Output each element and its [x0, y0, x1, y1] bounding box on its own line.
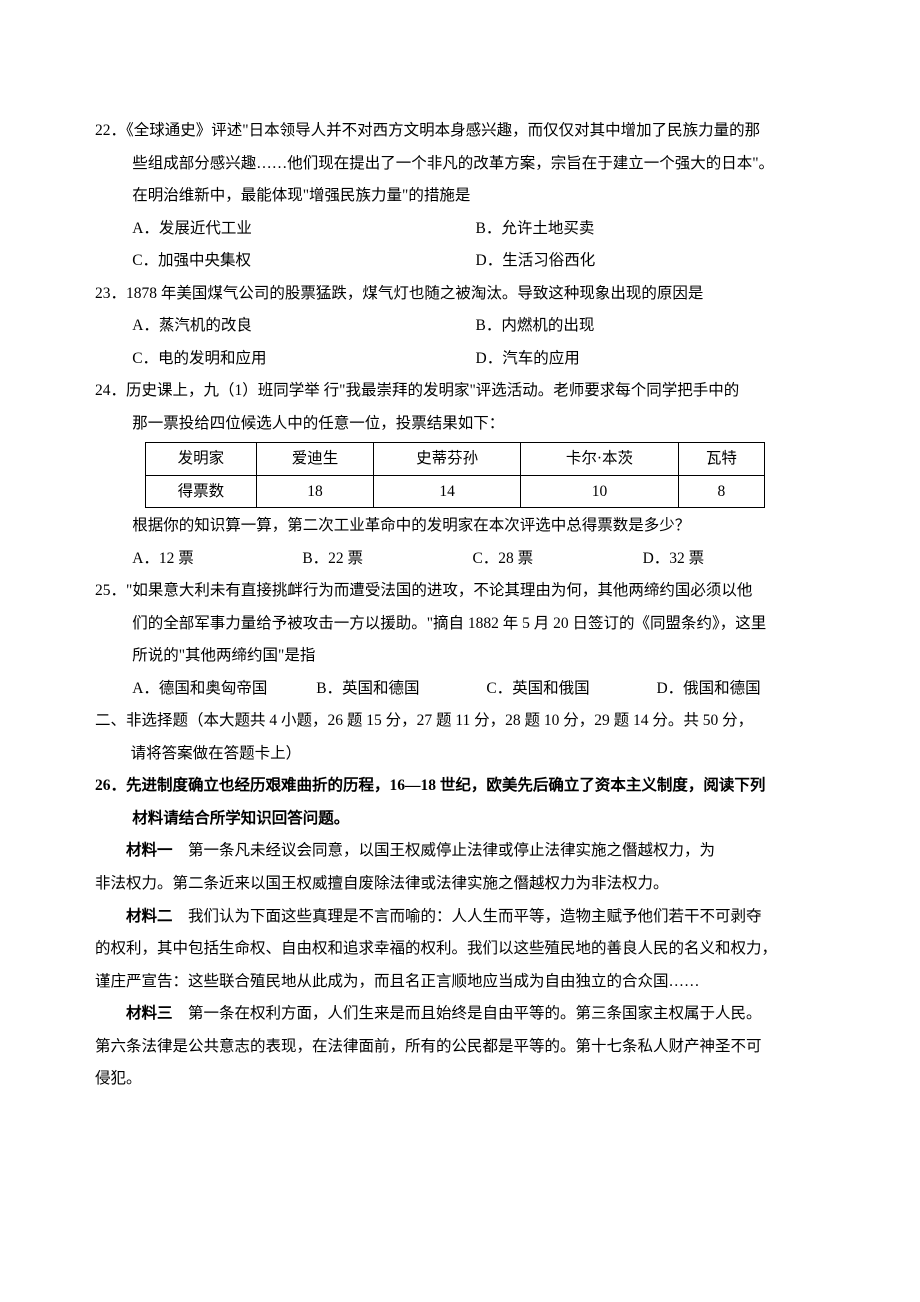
cell-header-votes: 得票数 — [145, 475, 257, 507]
q25-option-d: D．俄国和德国 — [656, 673, 822, 706]
q24-stem-line1: 24．历史课上，九（1）班同学举 行"我最崇拜的发明家"评选活动。老师要求每个同… — [95, 375, 825, 408]
q26-stem-line2: 材料请结合所学知识回答问题。 — [95, 803, 825, 836]
q22-option-b: B．允许土地买卖 — [476, 213, 815, 246]
cell-votes-18: 18 — [257, 475, 374, 507]
q24-option-a: A．12 票 — [132, 543, 298, 576]
q23-option-c: C．电的发明和应用 — [132, 343, 471, 376]
q23-option-d: D．汽车的应用 — [476, 343, 815, 376]
q23-options-row2: C．电的发明和应用 D．汽车的应用 — [95, 343, 825, 376]
q22-option-d: D．生活习俗西化 — [476, 245, 815, 278]
material2-label: 材料二 — [126, 908, 173, 925]
q24-option-c: C．28 票 — [472, 543, 638, 576]
q25-option-c: C．英国和俄国 — [486, 673, 652, 706]
table-row: 得票数 18 14 10 8 — [145, 475, 765, 507]
page-root: 22．《全球通史》评述"日本领导人并不对西方文明本身感兴趣，而仅仅对其中增加了民… — [0, 0, 920, 1302]
q26-material1-line2: 非法权力。第二条近来以国王权威擅自废除法律或法律实施之僭越权力为非法权力。 — [95, 868, 825, 901]
q22-options-row1: A．发展近代工业 B．允许土地买卖 — [95, 213, 825, 246]
q22-options-row2: C．加强中央集权 D．生活习俗西化 — [95, 245, 825, 278]
material1-label: 材料一 — [126, 842, 173, 859]
q22-stem-line1: 22．《全球通史》评述"日本领导人并不对西方文明本身感兴趣，而仅仅对其中增加了民… — [95, 115, 825, 148]
q25-stem-line3: 所说的"其他两缔约国"是指 — [95, 640, 825, 673]
q24-options-row: A．12 票 B．22 票 C．28 票 D．32 票 — [95, 543, 825, 576]
q25-option-a: A．德国和奥匈帝国 — [132, 673, 312, 706]
cell-votes-14: 14 — [373, 475, 520, 507]
q23-option-a: A．蒸汽机的改良 — [132, 310, 471, 343]
q26-material3-line1: 材料三 第一条在权利方面，人们生来是而且始终是自由平等的。第三条国家主权属于人民… — [95, 998, 825, 1031]
q25-option-b: B．英国和德国 — [316, 673, 482, 706]
material3-text1: 第一条在权利方面，人们生来是而且始终是自由平等的。第三条国家主权属于人民。 — [173, 1005, 762, 1022]
material3-label: 材料三 — [126, 1005, 173, 1022]
q25-stem-line2: 们的全部军事力量给予被攻击一方以援助。"摘自 1882 年 5 月 20 日签订… — [95, 608, 825, 641]
q22-stem-line3: 在明治维新中，最能体现"增强民族力量"的措施是 — [95, 180, 825, 213]
q24-option-b: B．22 票 — [302, 543, 468, 576]
cell-votes-8: 8 — [678, 475, 764, 507]
q26-material2-line2: 的权利，其中包括生命权、自由权和追求幸福的权利。我们以这些殖民地的善良人民的名义… — [95, 933, 825, 966]
cell-watt: 瓦特 — [678, 443, 764, 475]
q24-option-d: D．32 票 — [643, 543, 809, 576]
q23-options-row1: A．蒸汽机的改良 B．内燃机的出现 — [95, 310, 825, 343]
cell-votes-10: 10 — [521, 475, 678, 507]
cell-edison: 爱迪生 — [257, 443, 374, 475]
material1-text1: 第一条凡未经议会同意，以国王权威停止法律或停止法律实施之僭越权力，为 — [173, 842, 716, 859]
material2-text1: 我们认为下面这些真理是不言而喻的：人人生而平等，造物主赋予他们若干不可剥夺 — [173, 908, 762, 925]
q26-material2-line3: 谨庄严宣告：这些联合殖民地从此成为，而且名正言顺地应当成为自由独立的合众国…… — [95, 966, 825, 999]
q26-stem-line1: 26．先进制度确立也经历艰难曲折的历程，16—18 世纪，欧美先后确立了资本主义… — [95, 770, 825, 803]
q26-material3-line2: 第六条法律是公共意志的表现，在法律面前，所有的公民都是平等的。第十七条私人财产神… — [95, 1031, 825, 1064]
q22-stem-line2: 些组成部分感兴趣……他们现在提出了一个非凡的改革方案，宗旨在于建立一个强大的日本… — [95, 148, 825, 181]
q25-stem-line1: 25．"如果意大利未有直接挑衅行为而遭受法国的进攻，不论其理由为何，其他两缔约国… — [95, 575, 825, 608]
q24-stem-line3: 根据你的知识算一算，第二次工业革命中的发明家在本次评选中总得票数是多少？ — [95, 510, 825, 543]
q22-option-a: A．发展近代工业 — [132, 213, 471, 246]
cell-header-inventor: 发明家 — [145, 443, 257, 475]
q24-stem-line2: 那一票投给四位候选人中的任意一位，投票结果如下： — [95, 408, 825, 441]
q23-option-b: B．内燃机的出现 — [476, 310, 815, 343]
q22-option-c: C．加强中央集权 — [132, 245, 471, 278]
q25-options-row: A．德国和奥匈帝国 B．英国和德国 C．英国和俄国 D．俄国和德国 — [95, 673, 825, 706]
cell-stephenson: 史蒂芬孙 — [373, 443, 520, 475]
q24-vote-table: 发明家 爱迪生 史蒂芬孙 卡尔·本茨 瓦特 得票数 18 14 10 8 — [145, 442, 766, 508]
cell-benz: 卡尔·本茨 — [521, 443, 678, 475]
q26-material1-line1: 材料一 第一条凡未经议会同意，以国王权威停止法律或停止法律实施之僭越权力，为 — [95, 835, 825, 868]
section2-line1: 二、非选择题（本大题共 4 小题，26 题 15 分，27 题 11 分，28 … — [95, 705, 825, 738]
q26-material2-line1: 材料二 我们认为下面这些真理是不言而喻的：人人生而平等，造物主赋予他们若干不可剥… — [95, 901, 825, 934]
q26-material3-line3: 侵犯。 — [95, 1063, 825, 1096]
table-row: 发明家 爱迪生 史蒂芬孙 卡尔·本茨 瓦特 — [145, 443, 765, 475]
section2-line2: 请将答案做在答题卡上） — [95, 738, 825, 771]
q23-stem: 23．1878 年美国煤气公司的股票猛跌，煤气灯也随之被淘汰。导致这种现象出现的… — [95, 278, 825, 311]
